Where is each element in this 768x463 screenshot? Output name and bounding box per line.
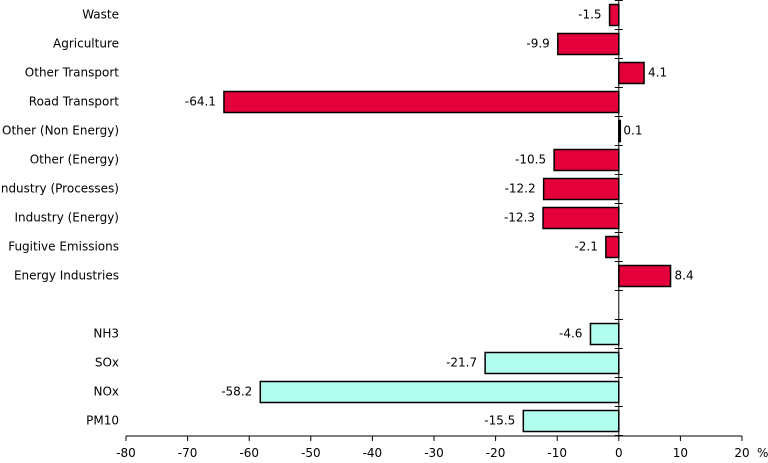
x-tick-label: -20 xyxy=(486,446,506,460)
data-label: 4.1 xyxy=(648,66,667,80)
x-tick-label: -10 xyxy=(547,446,567,460)
x-tick-label: -80 xyxy=(116,446,136,460)
data-label: -64.1 xyxy=(185,95,216,109)
bar xyxy=(618,61,645,85)
bar xyxy=(557,32,620,56)
bar xyxy=(223,90,620,114)
data-label: 8.4 xyxy=(675,269,694,283)
x-tick-label: -60 xyxy=(239,446,259,460)
data-label: -58.2 xyxy=(221,385,252,399)
category-label: Industry (Processes) xyxy=(0,182,119,196)
x-tick-label: -50 xyxy=(301,446,321,460)
bar xyxy=(259,380,620,404)
x-tick-label: -70 xyxy=(178,446,198,460)
category-label: NOx xyxy=(93,385,119,399)
bars-layer xyxy=(223,3,672,433)
bar xyxy=(553,148,620,172)
category-label: Fugitive Emissions xyxy=(8,240,119,254)
category-label: Industry (Energy) xyxy=(14,211,119,225)
category-label: Other (Non Energy) xyxy=(2,124,119,138)
category-label: Road Transport xyxy=(29,95,120,109)
x-tick-label: 10 xyxy=(673,446,688,460)
bar xyxy=(542,206,620,230)
x-tick-marks xyxy=(125,0,743,441)
x-tick-label: -30 xyxy=(424,446,444,460)
x-tick-label: 0 xyxy=(615,446,623,460)
category-label: PM10 xyxy=(86,414,119,428)
bar xyxy=(542,177,620,201)
category-label: SOx xyxy=(95,356,119,370)
data-label: -15.5 xyxy=(484,414,515,428)
data-label: -2.1 xyxy=(574,240,597,254)
data-label: 0.1 xyxy=(623,124,642,138)
x-tick-labels: -80 -70 -60 -50 -40 -30 -20 -10 0 10 20 xyxy=(116,446,749,460)
data-label: -9.9 xyxy=(526,37,549,51)
category-label: Energy Industries xyxy=(14,269,119,283)
x-axis-unit-label: % xyxy=(757,446,768,460)
data-label: -4.6 xyxy=(559,327,582,341)
x-tick-label: 20 xyxy=(734,446,749,460)
bar xyxy=(484,351,620,375)
bar xyxy=(618,264,672,288)
bar xyxy=(608,3,620,27)
bar xyxy=(589,322,620,346)
data-label: -12.2 xyxy=(505,182,536,196)
data-labels: -1.5 -9.9 4.1 -64.1 0.1 -10.5 -12.2 -12.3 -2.1 8.… xyxy=(185,8,694,428)
bar xyxy=(605,235,620,259)
x-tick-label: -40 xyxy=(363,446,383,460)
category-label: NH3 xyxy=(93,327,119,341)
category-labels: Waste Agriculture Other Transport Road Tran… xyxy=(0,8,119,428)
category-label: Other (Energy) xyxy=(30,153,119,167)
data-label: -12.3 xyxy=(504,211,535,225)
bar xyxy=(522,409,620,433)
data-label: -10.5 xyxy=(515,153,546,167)
category-label: Other Transport xyxy=(25,66,119,80)
category-label: Waste xyxy=(82,8,119,22)
data-label: -1.5 xyxy=(578,8,601,22)
category-label: Agriculture xyxy=(53,37,119,51)
data-label: -21.7 xyxy=(446,356,477,370)
